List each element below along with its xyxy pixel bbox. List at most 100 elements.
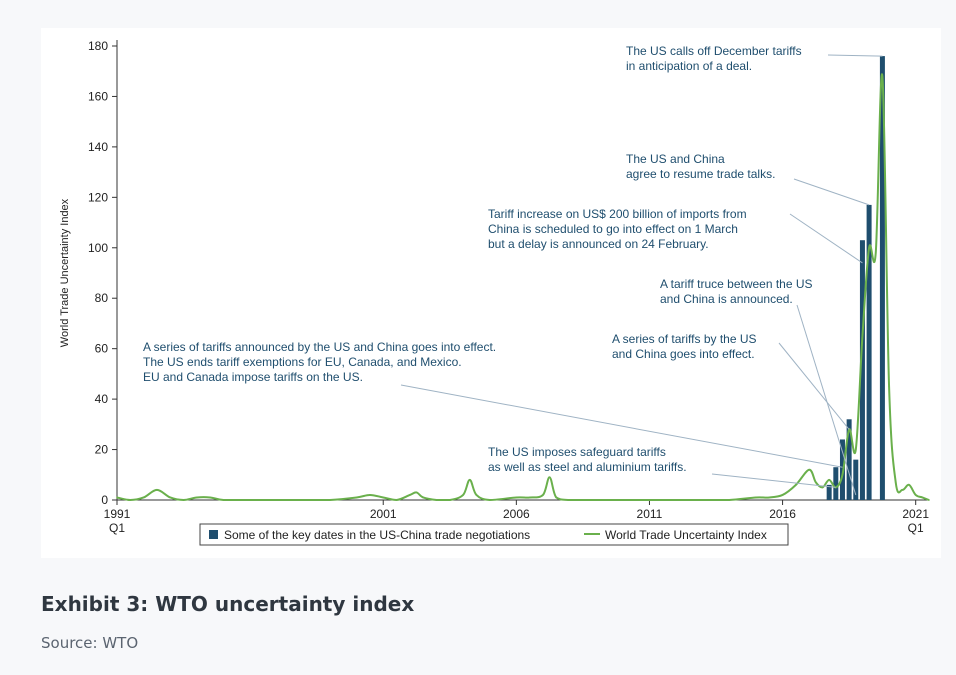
uncertainty-index-point	[755, 496, 757, 499]
uncertainty-index-point	[542, 494, 544, 496]
legend: Some of the key dates in the US-China tr…	[199, 523, 789, 546]
annotation-leader	[789, 213, 863, 264]
uncertainty-index-point	[369, 494, 371, 496]
x-tick-sublabel: Q1	[908, 521, 924, 535]
key-date-bar	[879, 56, 885, 500]
uncertainty-index-point	[329, 499, 331, 501]
annotation-text: and China goes into effect.	[612, 347, 755, 361]
uncertainty-index-point	[795, 484, 797, 486]
uncertainty-index-point	[515, 496, 518, 499]
uncertainty-index-point	[116, 496, 118, 499]
uncertainty-index-point	[821, 486, 824, 489]
annotation-text: agree to resume trade talks.	[626, 167, 775, 181]
annotation-text: A tariff truce between the US	[660, 277, 813, 291]
y-tick-label: 100	[88, 241, 108, 255]
annotation-text: but a delay is announced on 24 February.	[488, 237, 709, 251]
uncertainty-index-point	[914, 494, 917, 496]
uncertainty-index-point	[728, 499, 731, 501]
uncertainty-index-point	[874, 252, 877, 254]
uncertainty-index-point	[868, 246, 870, 249]
x-tick-label: 1991	[104, 507, 131, 521]
uncertainty-index-point	[555, 496, 558, 499]
source-note: Source: WTO	[41, 634, 139, 652]
uncertainty-index-point	[568, 499, 571, 501]
annotation-text: A series of tariffs by the US	[612, 332, 757, 346]
uncertainty-index-point	[222, 499, 225, 501]
annotation-leader	[711, 473, 836, 488]
y-tick-label: 20	[95, 443, 109, 457]
key-date-bar	[853, 459, 859, 500]
annotation-leader	[793, 178, 870, 206]
key-date-bar	[833, 467, 839, 500]
uncertainty-index-point	[901, 489, 904, 491]
uncertainty-index-point	[275, 499, 278, 501]
uncertainty-index-point	[894, 481, 897, 484]
annotation-text: in anticipation of a deal.	[626, 59, 752, 73]
key-date-bar	[859, 240, 865, 500]
annotation-leader	[796, 304, 857, 496]
legend-bar-label: Some of the key dates in the US-China tr…	[224, 528, 530, 542]
annotation-text: The US calls off December tariffs	[626, 44, 802, 58]
annotation-text: A series of tariffs announced by the US …	[143, 340, 496, 354]
legend-box	[199, 523, 789, 546]
y-axis-label: World Trade Uncertainty Index	[59, 198, 71, 347]
legend-bar-swatch	[209, 530, 218, 539]
uncertainty-index-point	[861, 335, 864, 337]
uncertainty-index-point	[249, 499, 251, 501]
annotation-leader	[778, 342, 850, 430]
chart-panel: 0 20 40 60 80 100 120 140 160 180 World Trade Unce…	[41, 28, 941, 558]
uncertainty-index-point	[701, 499, 704, 501]
uncertainty-index-point	[448, 499, 451, 501]
uncertainty-index-point	[468, 479, 471, 481]
legend-line-label: World Trade Uncertainty Index	[605, 528, 767, 542]
uncertainty-index-point	[768, 496, 771, 499]
uncertainty-index-line	[116, 73, 930, 502]
annotation-text: Tariff increase on US$ 200 billion of im…	[488, 207, 747, 221]
uncertainty-index-point	[156, 489, 158, 491]
uncertainty-index-point	[595, 499, 598, 501]
annotation-text: The US and China	[626, 152, 725, 166]
annotation-text: The US imposes safeguard tariffs	[488, 445, 666, 459]
x-tick-label: 2011	[637, 507, 663, 521]
y-tick-label: 40	[95, 392, 109, 406]
uncertainty-index-point	[415, 491, 418, 494]
uncertainty-index-point	[854, 448, 857, 451]
uncertainty-index-point	[422, 496, 424, 499]
annotation-text: The US ends tariff exemptions for EU, Ca…	[143, 355, 462, 369]
uncertainty-index-point	[675, 499, 677, 501]
x-tick-label: 2001	[370, 507, 397, 521]
uncertainty-index-point	[815, 481, 817, 484]
key-date-bar	[846, 419, 852, 500]
y-tick-label: 180	[88, 39, 108, 53]
uncertainty-index-point	[921, 496, 924, 499]
uncertainty-index-point	[888, 385, 890, 388]
uncertainty-index-point	[182, 499, 185, 501]
annotation-text: China is scheduled to go into effect on …	[488, 222, 738, 236]
uncertainty-index-point	[169, 496, 172, 499]
y-tick-label: 0	[101, 493, 108, 507]
uncertainty-index-point	[355, 496, 358, 499]
uncertainty-index-point	[648, 499, 651, 501]
annotation-6: A series of tariffs announced by the US …	[143, 340, 843, 468]
uncertainty-index-point	[129, 499, 132, 501]
y-tick-label: 80	[95, 291, 109, 305]
uncertainty-index-point	[409, 494, 411, 496]
y-tick-label: 140	[88, 140, 108, 154]
uncertainty-index-point	[828, 479, 830, 481]
uncertainty-index-point	[395, 499, 398, 501]
annotation-leader	[827, 54, 883, 57]
uncertainty-index-point	[528, 496, 531, 499]
x-tick-label: 2021	[902, 507, 929, 521]
key-date-bar	[826, 484, 832, 500]
x-tick-label: 2006	[503, 507, 530, 521]
y-tick-label: 160	[88, 89, 108, 103]
annotation-text: and China is announced.	[660, 292, 793, 306]
annotation-3: Tariff increase on US$ 200 billion of im…	[488, 207, 863, 264]
annotation-text: EU and Canada impose tariffs on the US.	[143, 370, 363, 384]
key-date-bar	[866, 204, 872, 500]
uncertainty-index-point	[488, 499, 491, 501]
